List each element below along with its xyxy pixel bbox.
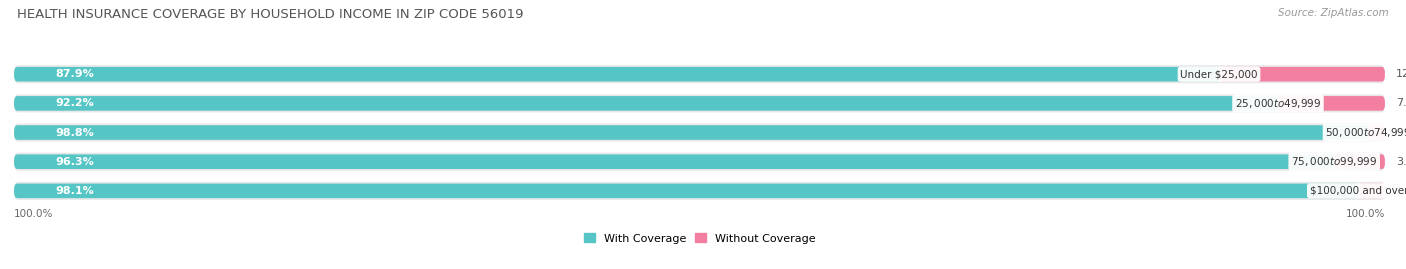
Text: 7.8%: 7.8% <box>1396 98 1406 108</box>
FancyBboxPatch shape <box>14 183 1358 198</box>
Text: $100,000 and over: $100,000 and over <box>1309 186 1406 196</box>
FancyBboxPatch shape <box>14 94 1385 112</box>
FancyBboxPatch shape <box>14 96 1278 111</box>
Text: 1.9%: 1.9% <box>1396 186 1406 196</box>
FancyBboxPatch shape <box>14 153 1385 171</box>
FancyBboxPatch shape <box>1278 96 1385 111</box>
Text: 87.9%: 87.9% <box>55 69 94 79</box>
Text: 12.1%: 12.1% <box>1396 69 1406 79</box>
Text: 98.1%: 98.1% <box>55 186 94 196</box>
Text: 92.2%: 92.2% <box>55 98 94 108</box>
Legend: With Coverage, Without Coverage: With Coverage, Without Coverage <box>579 229 820 248</box>
FancyBboxPatch shape <box>14 154 1334 169</box>
Text: 96.3%: 96.3% <box>55 157 94 167</box>
Text: 98.8%: 98.8% <box>55 128 94 137</box>
FancyBboxPatch shape <box>14 123 1385 141</box>
Text: 100.0%: 100.0% <box>1346 209 1385 219</box>
Text: 100.0%: 100.0% <box>14 209 53 219</box>
Text: Under $25,000: Under $25,000 <box>1180 69 1258 79</box>
Text: Source: ZipAtlas.com: Source: ZipAtlas.com <box>1278 8 1389 18</box>
FancyBboxPatch shape <box>1358 183 1385 198</box>
FancyBboxPatch shape <box>14 65 1385 83</box>
Text: 1.2%: 1.2% <box>1396 128 1406 137</box>
Text: HEALTH INSURANCE COVERAGE BY HOUSEHOLD INCOME IN ZIP CODE 56019: HEALTH INSURANCE COVERAGE BY HOUSEHOLD I… <box>17 8 523 21</box>
FancyBboxPatch shape <box>14 182 1385 200</box>
Text: $25,000 to $49,999: $25,000 to $49,999 <box>1234 97 1322 110</box>
Text: 3.7%: 3.7% <box>1396 157 1406 167</box>
Text: $75,000 to $99,999: $75,000 to $99,999 <box>1291 155 1378 168</box>
FancyBboxPatch shape <box>1368 125 1385 140</box>
FancyBboxPatch shape <box>1219 67 1385 82</box>
FancyBboxPatch shape <box>14 125 1368 140</box>
FancyBboxPatch shape <box>14 67 1219 82</box>
FancyBboxPatch shape <box>1334 154 1385 169</box>
Text: $50,000 to $74,999: $50,000 to $74,999 <box>1326 126 1406 139</box>
